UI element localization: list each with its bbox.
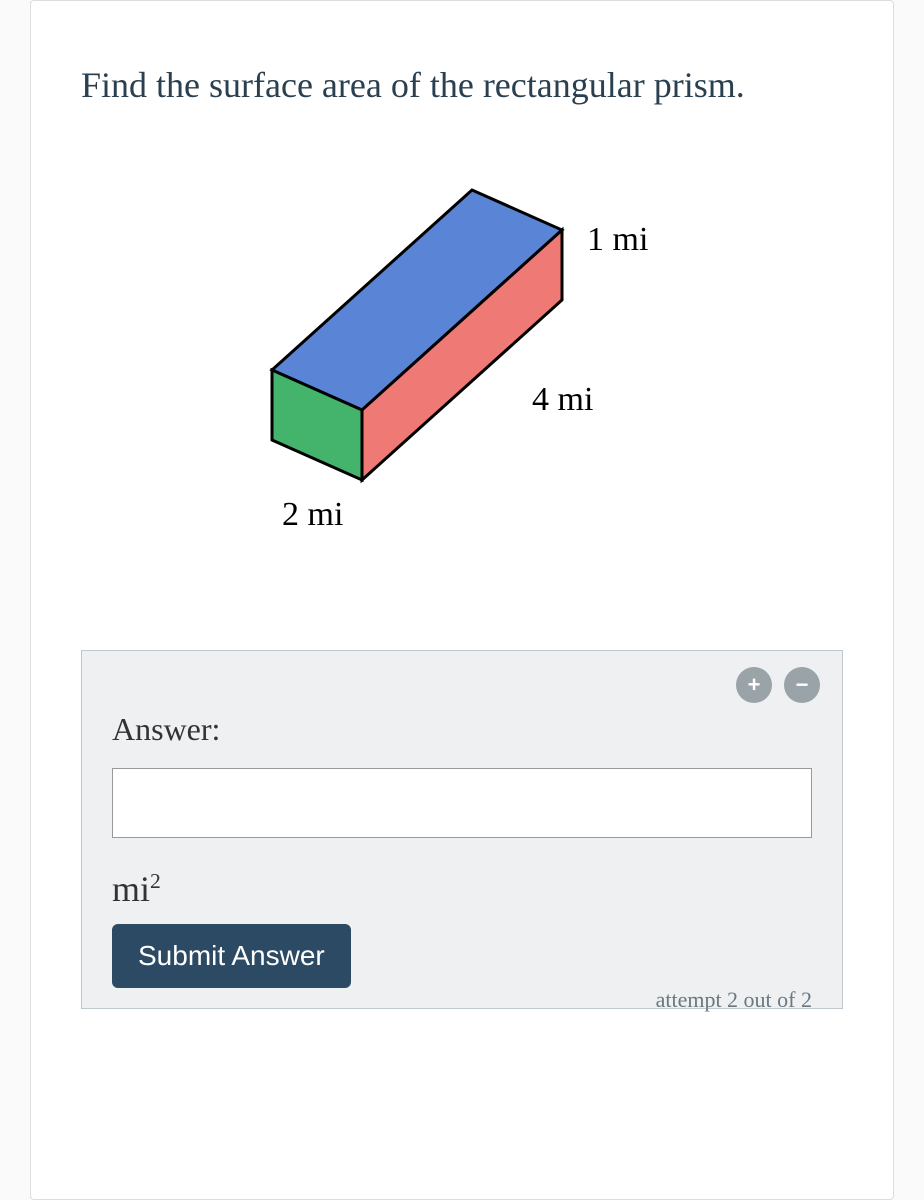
- unit-base: mi: [112, 869, 150, 909]
- prism-diagram: 1 mi 4 mi 2 mi: [81, 170, 843, 570]
- answer-panel: + − Answer: mi2 Submit Answer attempt 2 …: [81, 650, 843, 1009]
- prism-width-label: 2 mi: [282, 496, 343, 533]
- prism-height-label: 1 mi: [587, 221, 648, 258]
- question-text: Find the surface area of the rectangular…: [81, 61, 843, 110]
- answer-label: Answer:: [112, 711, 812, 748]
- unit-label: mi2: [112, 868, 812, 910]
- zoom-in-button[interactable]: +: [736, 667, 772, 703]
- attempts-text: attempt 2 out of 2: [656, 987, 812, 1013]
- unit-exponent: 2: [150, 869, 161, 893]
- prism-length-label: 4 mi: [532, 381, 593, 418]
- zoom-out-button[interactable]: −: [784, 667, 820, 703]
- submit-answer-button[interactable]: Submit Answer: [112, 924, 351, 988]
- answer-input[interactable]: [112, 768, 812, 838]
